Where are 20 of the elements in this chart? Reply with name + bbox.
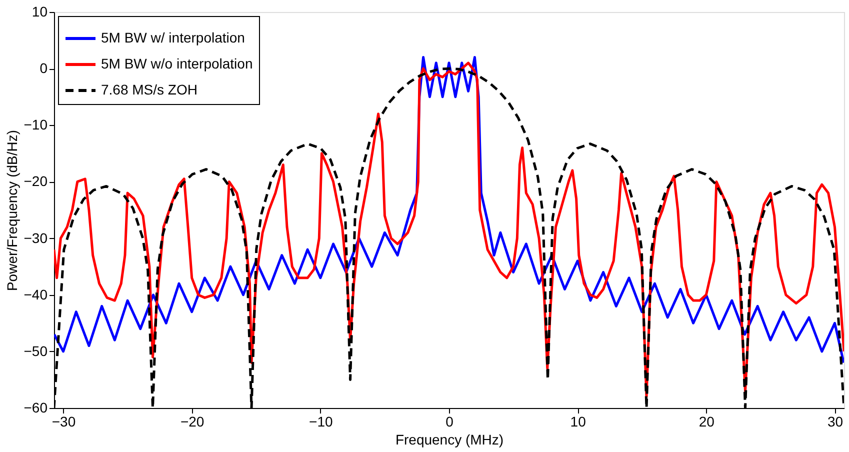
- x-axis-title: Frequency (MHz): [395, 432, 504, 448]
- y-axis-title: Power/Frequency (dB/Hz): [4, 130, 20, 292]
- legend-label: 7.68 MS/s ZOH: [101, 82, 198, 98]
- y-tick-label: −30: [24, 230, 48, 246]
- y-tick-label: 0: [40, 60, 48, 76]
- y-tick-label: −20: [24, 173, 48, 190]
- x-tick-label: −10: [309, 414, 334, 430]
- x-tick-label: 30: [827, 414, 844, 430]
- legend-label: 5M BW w/ interpolation: [101, 30, 245, 46]
- y-tick-label: −50: [24, 342, 48, 359]
- y-tick-label: 10: [32, 4, 48, 20]
- x-tick-label: 10: [570, 414, 586, 430]
- y-tick-label: −10: [24, 116, 48, 133]
- x-tick-label: 0: [446, 414, 454, 430]
- legend-label: 5M BW w/o interpolation: [101, 56, 253, 72]
- y-tick-label: −60: [24, 400, 48, 416]
- x-tick-label: 20: [698, 414, 715, 430]
- y-tick-label: −40: [24, 286, 48, 302]
- x-tick-label: −20: [180, 414, 204, 430]
- x-tick-label: −30: [52, 414, 76, 430]
